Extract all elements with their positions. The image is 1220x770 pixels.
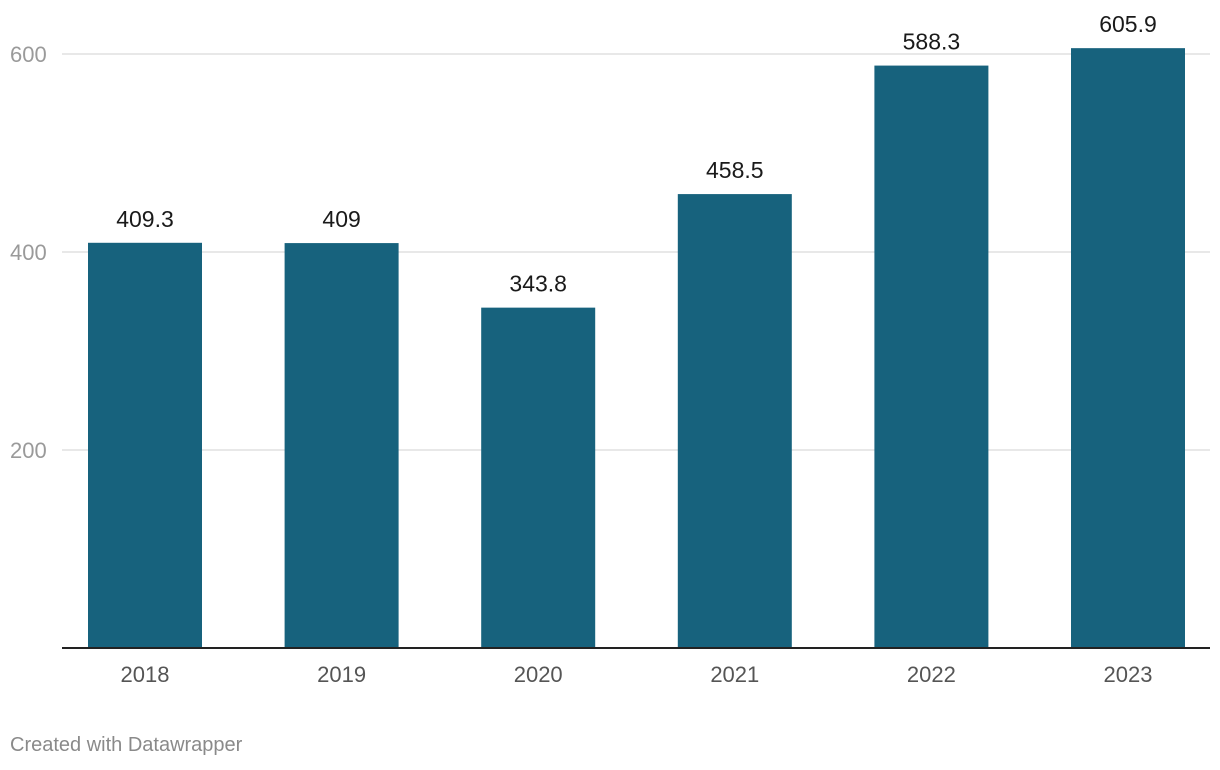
x-tick-label: 2020 xyxy=(514,662,563,687)
x-tick-label: 2023 xyxy=(1104,662,1153,687)
bar-value-label: 588.3 xyxy=(903,29,961,55)
bar xyxy=(874,65,989,648)
bar xyxy=(284,243,399,648)
bar-value-label: 409.3 xyxy=(116,206,174,232)
y-tick-label: 400 xyxy=(10,240,47,265)
bar xyxy=(1071,48,1185,649)
y-tick-label: 200 xyxy=(10,438,47,463)
x-tick-label: 2022 xyxy=(907,662,956,687)
bar xyxy=(88,242,202,648)
bar xyxy=(481,307,596,648)
y-tick-label: 600 xyxy=(10,42,47,67)
bar-value-label: 409 xyxy=(322,206,360,232)
bar-value-label: 605.9 xyxy=(1099,11,1157,37)
bar-chart: 200 400 600 409.3 409 343.8 458.5 588.3 605.9 2… xyxy=(10,11,1210,687)
x-axis: 2018 2019 2020 2021 2022 2023 xyxy=(62,647,1210,687)
grid-layer: 200 400 600 xyxy=(10,42,1210,463)
value-labels-layer: 409.3 409 343.8 458.5 588.3 605.9 xyxy=(116,11,1157,296)
x-tick-label: 2019 xyxy=(317,662,366,687)
x-tick-label: 2018 xyxy=(121,662,170,687)
bar xyxy=(677,194,792,648)
bar-value-label: 458.5 xyxy=(706,157,764,183)
footer-credit: Created with Datawrapper xyxy=(10,734,243,756)
bars-layer xyxy=(88,48,1185,649)
x-tick-label: 2021 xyxy=(710,662,759,687)
bar-value-label: 343.8 xyxy=(509,271,567,297)
